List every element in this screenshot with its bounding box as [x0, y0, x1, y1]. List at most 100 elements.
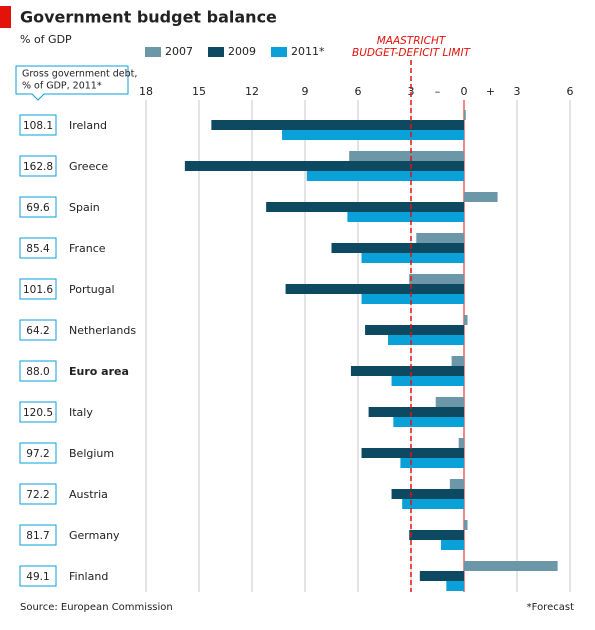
debt-box — [19, 401, 57, 423]
bar — [347, 212, 464, 222]
category-label: Netherlands — [69, 324, 136, 337]
source: Source: European Commission — [20, 602, 173, 613]
debt-value: 120.5 — [23, 407, 53, 419]
title-mark — [0, 6, 11, 28]
legend-swatch — [208, 47, 224, 57]
bar — [184, 161, 464, 171]
legend-swatch — [271, 47, 287, 57]
x-tick-label: 3 — [514, 85, 521, 98]
x-tick-label: 6 — [567, 85, 574, 98]
bar — [449, 479, 464, 489]
bar — [464, 315, 468, 325]
bar — [400, 458, 464, 468]
category-label: Italy — [69, 406, 93, 419]
category-label: Spain — [69, 201, 100, 214]
x-tick-label: 12 — [245, 85, 259, 98]
debt-box — [19, 319, 57, 341]
bar — [350, 366, 464, 376]
subtitle: % of GDP — [20, 33, 72, 46]
bar — [266, 202, 464, 212]
debt-box — [19, 278, 57, 300]
category-label: France — [69, 242, 106, 255]
legend-label: 2011* — [291, 45, 325, 58]
x-tick-label: 15 — [192, 85, 206, 98]
debt-value: 49.1 — [26, 571, 49, 583]
bar — [464, 192, 498, 202]
bar — [458, 438, 464, 448]
x-tick-label: 6 — [355, 85, 362, 98]
debt-box — [19, 524, 57, 546]
debt-value: 88.0 — [26, 366, 49, 378]
axis-sign: – — [435, 85, 441, 98]
debt-box — [19, 114, 57, 136]
debt-value: 101.6 — [23, 284, 53, 296]
debt-value: 97.2 — [26, 448, 49, 460]
category-label: Germany — [69, 529, 120, 542]
x-tick-label: 3 — [408, 85, 415, 98]
bar — [409, 530, 464, 540]
bar — [393, 417, 464, 427]
debt-value: 108.1 — [23, 120, 53, 132]
bar — [419, 571, 464, 581]
axis-sign: + — [486, 85, 495, 98]
debt-header: % of GDP, 2011* — [22, 81, 102, 92]
chart-title: Government budget balance — [20, 8, 277, 27]
category-label: Finland — [69, 570, 108, 583]
x-tick-label: 9 — [302, 85, 309, 98]
footnote: *Forecast — [527, 602, 574, 613]
debt-header: Gross government debt, — [22, 69, 137, 80]
bar — [361, 294, 464, 304]
bar — [282, 130, 464, 140]
bar — [285, 284, 464, 294]
debt-value: 162.8 — [23, 161, 53, 173]
debt-box — [19, 483, 57, 505]
debt-callout — [15, 65, 129, 101]
category-label: Austria — [69, 488, 108, 501]
legend-label: 2007 — [165, 45, 193, 58]
bar — [331, 243, 464, 253]
bar — [388, 335, 464, 345]
debt-value: 69.6 — [26, 202, 50, 214]
reference-label: BUDGET-DEFICIT LIMIT — [352, 47, 472, 59]
bar — [402, 499, 464, 509]
bar — [416, 233, 464, 243]
debt-box — [19, 442, 57, 464]
debt-value: 72.2 — [26, 489, 49, 501]
x-tick-label: 0 — [461, 85, 468, 98]
bar — [361, 253, 464, 263]
bar — [464, 110, 466, 120]
debt-box — [19, 196, 57, 218]
bar — [464, 561, 558, 571]
bar — [349, 151, 464, 161]
category-label: Portugal — [69, 283, 115, 296]
bar — [361, 448, 464, 458]
debt-box — [19, 155, 57, 177]
category-label: Euro area — [69, 365, 129, 378]
bar — [435, 397, 464, 407]
debt-value: 81.7 — [26, 530, 49, 542]
bar — [365, 325, 464, 335]
debt-value: 64.2 — [26, 325, 49, 337]
debt-box — [19, 360, 57, 382]
bar — [409, 274, 464, 284]
bar — [391, 489, 464, 499]
category-label: Greece — [69, 160, 108, 173]
bar — [441, 540, 464, 550]
category-label: Belgium — [69, 447, 114, 460]
debt-box — [19, 565, 57, 587]
reference-label: MAASTRICHT — [377, 35, 447, 47]
bar — [306, 171, 464, 181]
legend-swatch — [145, 47, 161, 57]
category-label: Ireland — [69, 119, 107, 132]
bar — [446, 581, 464, 591]
bar — [464, 520, 468, 530]
x-tick-label: 18 — [139, 85, 153, 98]
bar — [451, 356, 464, 366]
debt-box — [19, 237, 57, 259]
debt-value: 85.4 — [26, 243, 50, 255]
legend-label: 2009 — [228, 45, 256, 58]
bar — [211, 120, 464, 130]
bar — [368, 407, 464, 417]
bar — [391, 376, 464, 386]
